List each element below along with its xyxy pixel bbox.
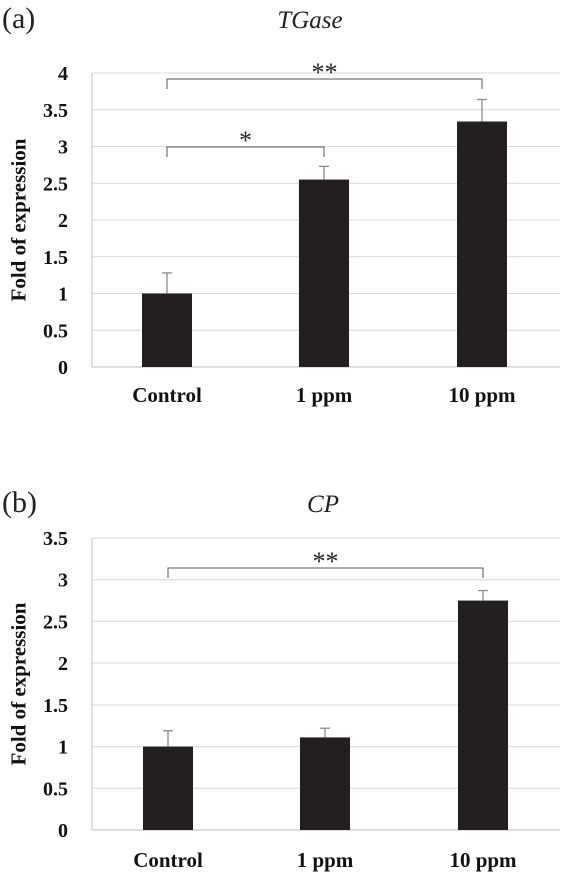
y-tick-label: 3.5 xyxy=(43,528,68,550)
y-tick-label: 3.5 xyxy=(43,100,68,122)
significance-label: ** xyxy=(313,547,339,576)
y-tick-label: 0.5 xyxy=(43,778,68,800)
bar xyxy=(299,179,349,367)
y-tick-label: 4 xyxy=(58,63,68,85)
chart-title: TGase xyxy=(277,7,342,34)
chart-panel-a: (a) TGase 0 0.5 1 1.5 2 2.5 3 3.5 4 Fold of express… xyxy=(2,2,560,407)
significance-bracket xyxy=(166,146,325,157)
panel-label: (a) xyxy=(2,2,35,35)
y-tick-label: 1.5 xyxy=(43,695,68,717)
significance-label: * xyxy=(239,126,252,155)
bar xyxy=(143,746,193,830)
significance-bracket xyxy=(167,567,484,578)
y-tick-label: 1 xyxy=(58,284,68,306)
y-tick-label: 2.5 xyxy=(43,611,68,633)
x-tick-label: 1 ppm xyxy=(297,848,354,872)
y-tick-label: 1.5 xyxy=(43,247,68,269)
y-tick-label: 2 xyxy=(58,210,68,232)
y-tick-label: 2 xyxy=(58,653,68,675)
bar xyxy=(458,600,508,830)
y-axis-label: Fold of expression xyxy=(6,138,30,301)
y-tick-label: 1 xyxy=(58,737,68,759)
bar xyxy=(457,121,507,367)
x-tick-label: Control xyxy=(132,383,202,407)
y-tick-label: 3 xyxy=(58,570,68,592)
y-tick-label: 2.5 xyxy=(43,173,68,195)
y-tick-label: 3 xyxy=(58,137,68,159)
significance-label: ** xyxy=(312,58,338,87)
x-tick-label: 10 ppm xyxy=(449,848,517,872)
y-tick-label: 0 xyxy=(58,357,68,379)
chart-title: CP xyxy=(307,491,339,518)
y-tick-label: 0.5 xyxy=(43,320,68,342)
bar xyxy=(300,737,350,830)
panel-label: (b) xyxy=(2,486,37,519)
x-tick-label: 10 ppm xyxy=(448,383,516,407)
chart-panel-b: (b) CP 0 0.5 1 1.5 2 2.5 3 3.5 Fold of expression C… xyxy=(2,486,560,872)
y-tick-label: 0 xyxy=(58,820,68,842)
y-axis-label: Fold of expression xyxy=(6,602,30,765)
bar xyxy=(142,293,192,367)
x-tick-label: 1 ppm xyxy=(296,383,353,407)
x-tick-label: Control xyxy=(133,848,203,872)
significance-bracket xyxy=(166,78,483,89)
